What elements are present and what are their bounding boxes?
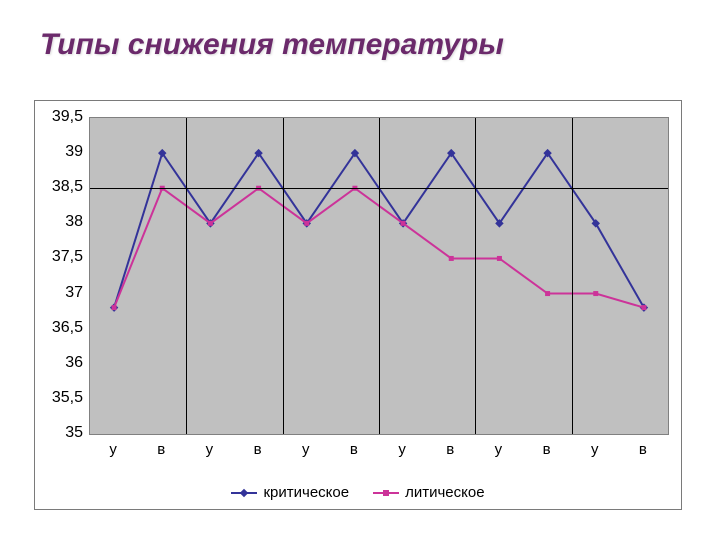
gridline-v [572, 118, 573, 434]
plot-area [89, 117, 669, 435]
series-marker [593, 291, 598, 296]
y-tick-label: 39,5 [52, 108, 83, 126]
y-tick-label: 38,5 [52, 178, 83, 196]
gridline-v [475, 118, 476, 434]
gridline-v [283, 118, 284, 434]
chart-title: Типы снижения температуры [40, 28, 504, 62]
legend-line-icon [373, 492, 399, 494]
x-tick-label: у [591, 441, 599, 458]
series-marker [641, 305, 646, 310]
x-tick-label: в [543, 441, 551, 458]
gridline-v [379, 118, 380, 434]
series-marker [401, 221, 406, 226]
legend-line-icon [231, 492, 257, 494]
x-tick-label: у [302, 441, 310, 458]
x-tick-label: в [350, 441, 358, 458]
chart-container: критическое литическое 35 35,5 36 36,5 37 37,5… [34, 100, 682, 510]
x-tick-label: у [109, 441, 117, 458]
y-tick-label: 36,5 [52, 319, 83, 337]
series-marker [545, 291, 550, 296]
series-marker [304, 221, 309, 226]
series-marker [112, 305, 117, 310]
x-tick-label: у [495, 441, 503, 458]
series-marker [497, 256, 502, 261]
y-tick-label: 35,5 [52, 389, 83, 407]
legend-label: литическое [405, 484, 484, 501]
x-tick-label: в [254, 441, 262, 458]
y-tick-label: 35 [65, 424, 83, 442]
legend: критическое литическое [35, 484, 681, 501]
x-tick-label: в [639, 441, 647, 458]
series-marker [449, 256, 454, 261]
x-tick-label: у [206, 441, 214, 458]
y-tick-label: 39 [65, 143, 83, 161]
legend-marker-icon [240, 489, 248, 497]
legend-marker-icon [383, 490, 389, 496]
legend-item: литическое [373, 484, 484, 501]
legend-label: критическое [263, 484, 349, 501]
legend-item: критическое [231, 484, 349, 501]
y-tick-label: 37 [65, 284, 83, 302]
y-tick-label: 37,5 [52, 248, 83, 266]
series-marker [208, 221, 213, 226]
x-tick-label: у [398, 441, 406, 458]
x-tick-label: в [446, 441, 454, 458]
y-tick-label: 38 [65, 213, 83, 231]
gridline-v [186, 118, 187, 434]
y-tick-label: 36 [65, 354, 83, 372]
x-tick-label: в [157, 441, 165, 458]
